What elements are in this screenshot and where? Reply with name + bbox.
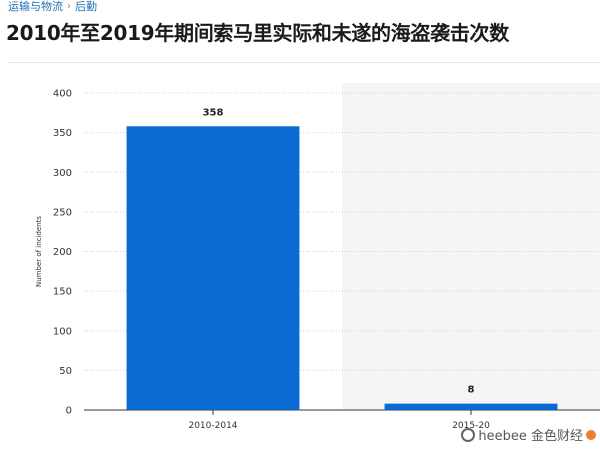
y-tick-label: 350 xyxy=(53,128,72,139)
x-tick-label: 2010-2014 xyxy=(188,421,237,431)
watermark: heebee 金色财经 xyxy=(461,425,596,444)
breadcrumb-link-logistics[interactable]: 后勤 xyxy=(75,0,97,13)
y-tick-label: 300 xyxy=(53,168,72,179)
bar-chart: 0 50 100 150 200 250 300 350 400 Number of incide… xyxy=(35,83,600,431)
y-tick-label: 0 xyxy=(66,406,72,417)
y-tick-label: 50 xyxy=(59,366,72,377)
y-tick-label: 150 xyxy=(53,287,72,298)
wechat-icon xyxy=(461,427,476,442)
y-tick-label: 250 xyxy=(53,207,72,218)
watermark-text: heebee 金色财经 xyxy=(478,429,583,444)
y-tick-label: 200 xyxy=(53,247,72,258)
breadcrumb: 运输与物流 › 后勤 xyxy=(8,0,97,14)
y-tick-label: 100 xyxy=(53,326,72,337)
logo-icon xyxy=(586,429,596,440)
bar-2010-2014 xyxy=(126,126,300,410)
y-axis-label: Number of incidents xyxy=(35,216,43,287)
breadcrumb-link-transport[interactable]: 运输与物流 xyxy=(8,0,63,13)
chart-card: 0 50 100 150 200 250 300 350 400 Number of incide… xyxy=(8,62,600,451)
data-label: 8 xyxy=(468,385,475,396)
y-tick-label: 400 xyxy=(53,89,72,100)
x-tick-label: 2015-20 xyxy=(452,421,490,431)
data-label: 358 xyxy=(203,107,224,118)
chevron-right-icon: › xyxy=(67,1,71,12)
bar-2015-2019 xyxy=(384,403,558,410)
page-title: 2010年至2019年期间索马里实际和未遂的海盗袭击次数 xyxy=(6,21,509,45)
plot-band-shade xyxy=(342,83,600,410)
